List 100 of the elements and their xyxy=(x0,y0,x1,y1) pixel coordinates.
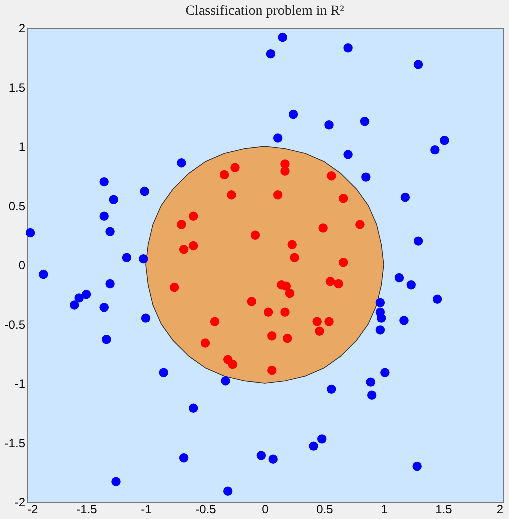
point xyxy=(280,308,290,317)
point xyxy=(334,279,344,289)
point xyxy=(210,317,220,326)
point xyxy=(26,228,36,238)
point xyxy=(327,384,336,394)
point xyxy=(394,273,404,283)
point xyxy=(366,378,376,387)
point xyxy=(82,290,92,300)
point xyxy=(344,44,353,53)
point xyxy=(224,486,233,496)
point xyxy=(112,477,121,486)
point xyxy=(139,254,148,264)
point xyxy=(288,240,297,250)
point xyxy=(70,300,80,310)
y-tick-label: -1 xyxy=(14,377,26,391)
point xyxy=(380,368,390,378)
y-tick-label: 0.5 xyxy=(8,199,26,214)
x-tick-label: -1.5 xyxy=(76,502,98,516)
point xyxy=(376,326,386,335)
point xyxy=(221,376,230,386)
point xyxy=(264,308,274,317)
point xyxy=(74,294,84,303)
point xyxy=(220,170,230,180)
point xyxy=(188,404,198,413)
point xyxy=(179,454,189,463)
y-tick-label: 1.5 xyxy=(8,80,26,95)
point xyxy=(406,280,416,290)
point xyxy=(324,317,334,326)
point xyxy=(309,442,318,451)
chart-title: Classification problem in R² xyxy=(186,4,344,19)
point xyxy=(268,366,277,376)
point xyxy=(338,194,348,204)
point xyxy=(440,136,450,146)
point xyxy=(414,60,424,70)
point xyxy=(360,117,370,126)
point xyxy=(356,220,365,230)
point xyxy=(106,279,115,289)
point xyxy=(39,270,48,280)
point xyxy=(315,326,324,336)
point xyxy=(326,276,336,286)
point xyxy=(282,282,292,291)
point xyxy=(140,186,150,196)
x-tick-label: -1 xyxy=(141,502,152,516)
point xyxy=(430,145,440,155)
point xyxy=(414,236,424,246)
point xyxy=(100,212,109,222)
point xyxy=(376,298,386,308)
point xyxy=(141,314,151,323)
point xyxy=(266,49,276,59)
point xyxy=(109,195,118,204)
y-tick-label: -1.5 xyxy=(4,436,26,450)
point xyxy=(367,390,377,400)
point xyxy=(247,297,257,306)
point xyxy=(100,303,109,312)
point xyxy=(280,166,290,176)
x-tick-label: 0.5 xyxy=(316,502,334,516)
point xyxy=(188,212,198,222)
point xyxy=(268,332,277,341)
point xyxy=(327,172,336,181)
point xyxy=(318,224,328,233)
x-tick-label: 2 xyxy=(496,502,504,516)
point xyxy=(268,454,278,464)
point xyxy=(273,134,283,143)
point xyxy=(344,150,353,160)
point xyxy=(312,317,322,326)
point xyxy=(273,190,283,200)
point xyxy=(100,177,109,187)
point xyxy=(338,258,348,268)
point xyxy=(400,316,409,326)
point xyxy=(227,190,236,200)
point xyxy=(285,288,295,298)
point xyxy=(122,253,132,262)
point xyxy=(179,244,189,254)
x-tick-label: 1 xyxy=(381,502,388,516)
y-tick-label: 1 xyxy=(18,140,26,154)
x-tick-label: -2 xyxy=(28,502,38,516)
point xyxy=(228,360,238,370)
point xyxy=(230,163,240,172)
point xyxy=(200,338,210,348)
x-tick-label: 1.5 xyxy=(436,502,453,516)
x-tick-label: 0 xyxy=(262,502,270,516)
point xyxy=(278,32,288,42)
y-tick-label: 2 xyxy=(18,22,26,36)
point xyxy=(362,172,371,182)
point xyxy=(256,451,266,460)
point xyxy=(250,230,260,240)
point xyxy=(432,294,442,304)
point xyxy=(412,462,422,472)
x-tick-label: -0.5 xyxy=(196,502,217,516)
point xyxy=(318,434,327,444)
point xyxy=(159,368,168,378)
y-tick-label: 0 xyxy=(18,258,26,272)
point xyxy=(400,192,410,202)
point xyxy=(288,110,298,120)
point xyxy=(102,335,112,344)
point xyxy=(177,158,186,168)
point xyxy=(170,282,180,292)
point xyxy=(324,120,334,130)
point xyxy=(106,227,115,236)
point xyxy=(177,220,186,230)
